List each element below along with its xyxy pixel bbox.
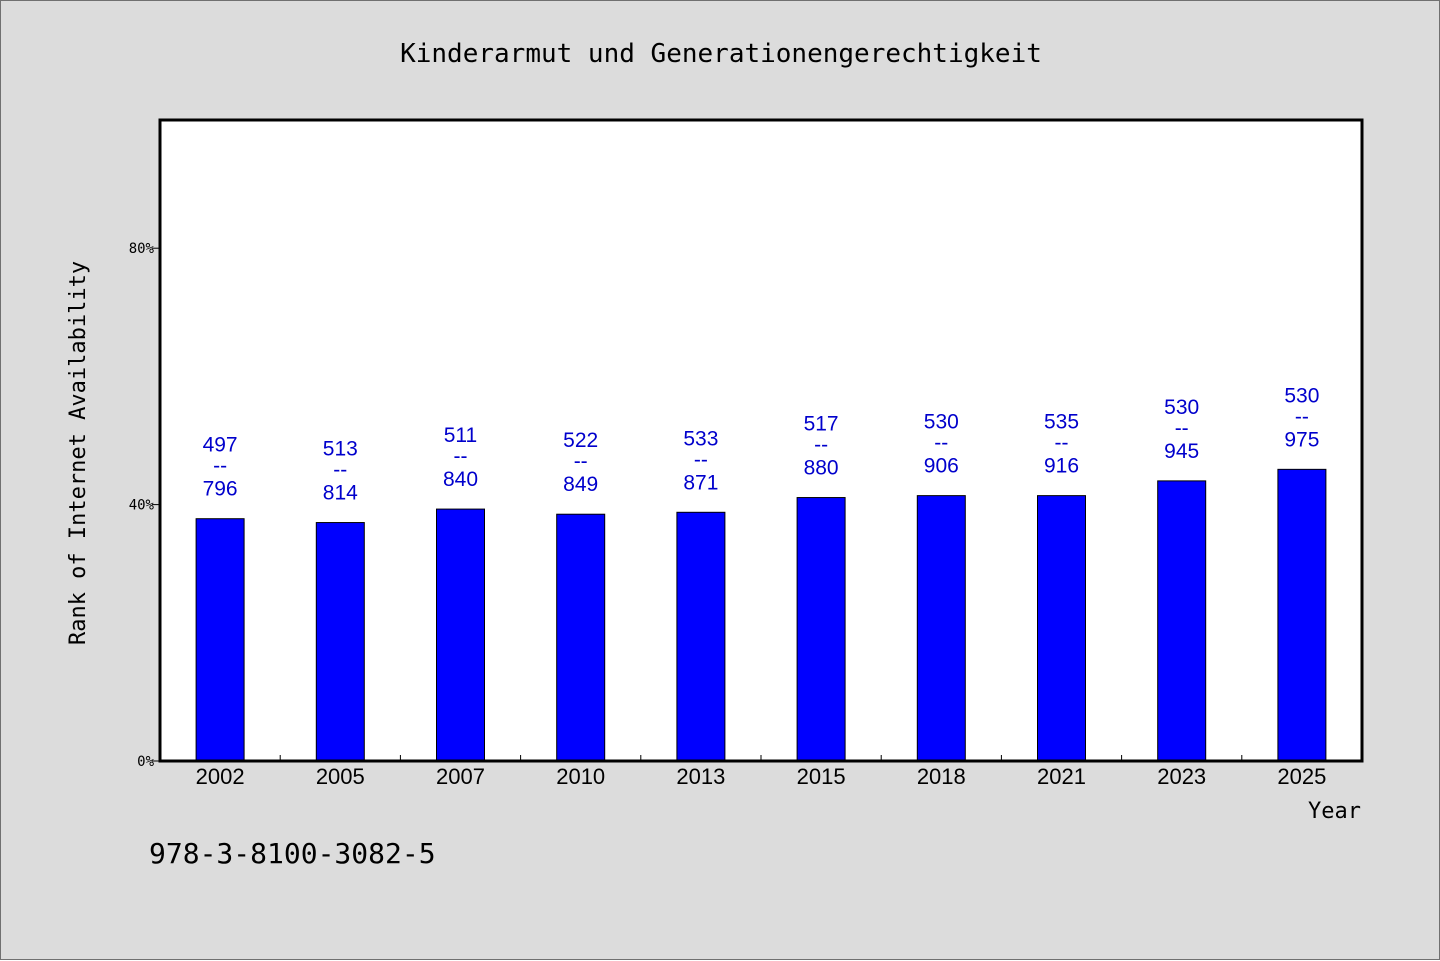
bars-group [195,468,1327,762]
bar-label-bottom-2010: 849 [563,473,598,496]
x-axis-title: Year [1308,799,1361,824]
bar-label-bottom-2005: 814 [323,482,358,505]
y-axis: 0% 40% 80% [129,241,160,770]
bar-label-top-2023: 530 [1164,396,1199,419]
bar-label-bottom-2015: 880 [804,457,839,480]
y-tick-label-80: 80% [129,241,155,257]
bar-labels-group: 497--796513--814511--840522--849533--871… [203,384,1320,504]
bar-label-bottom-2023: 945 [1164,440,1199,463]
bar-label-separator-2018: -- [934,432,948,455]
bar-label-top-2007: 511 [444,424,477,447]
bar-label-separator-2007: -- [454,445,468,468]
x-tick-label-2005: 2005 [316,764,365,789]
bar-label-top-2018: 530 [924,411,959,434]
bar-2002 [195,518,245,762]
bar-label-bottom-2021: 916 [1044,455,1079,478]
bar-label-top-2002: 497 [203,434,238,457]
bar-2018 [916,495,966,762]
bar-label-separator-2025: -- [1295,405,1309,428]
bar-label-separator-2010: -- [574,450,588,473]
bar-2013 [676,511,726,762]
y-tick-label-40: 40% [129,498,155,514]
isbn-footnote: 978-3-8100-3082-5 [149,837,436,870]
bar-label-top-2010: 522 [563,429,598,452]
bar-2025 [1277,468,1327,762]
bar-label-top-2015: 517 [804,413,839,436]
x-tick-label-2007: 2007 [436,764,485,789]
bar-label-top-2005: 513 [323,438,358,461]
bar-2021 [1037,495,1086,762]
bar-label-separator-2013: -- [694,448,708,471]
bar-2005 [315,522,365,762]
x-tick-label-2013: 2013 [676,764,725,789]
bar-label-top-2021: 535 [1044,411,1079,434]
bar-2007 [436,508,485,762]
x-tick-label-2025: 2025 [1277,764,1326,789]
bar-label-separator-2023: -- [1175,417,1189,440]
x-tick-label-2015: 2015 [797,764,846,789]
x-axis: 2002 2005 2007 2010 2013 2015 2018 2021 2023 2025 [196,755,1326,789]
x-tick-label-2018: 2018 [917,764,966,789]
bar-label-top-2025: 530 [1284,384,1319,407]
bar-label-separator-2021: -- [1055,432,1069,455]
bar-2010 [556,513,606,762]
bar-label-bottom-2002: 796 [203,478,238,501]
bar-2015 [796,497,846,762]
bar-label-bottom-2025: 975 [1284,428,1319,451]
bar-label-separator-2015: -- [814,434,828,457]
bar-label-separator-2005: -- [333,459,347,482]
bar-label-bottom-2007: 840 [443,468,478,491]
chart-title: Kinderarmut und Generationengerechtigkei… [400,39,1042,69]
y-tick-label-0: 0% [137,754,154,770]
x-tick-label-2023: 2023 [1157,764,1206,789]
x-tick-label-2002: 2002 [196,764,245,789]
x-tick-label-2010: 2010 [556,764,605,789]
bar-label-separator-2002: -- [213,455,227,478]
x-tick-label-2021: 2021 [1037,764,1086,789]
bar-label-top-2013: 533 [683,427,718,450]
bar-label-bottom-2018: 906 [924,455,959,478]
y-axis-title: Rank of Internet Availability [66,261,91,645]
bar-label-bottom-2013: 871 [683,471,718,494]
bar-2023 [1157,480,1207,762]
